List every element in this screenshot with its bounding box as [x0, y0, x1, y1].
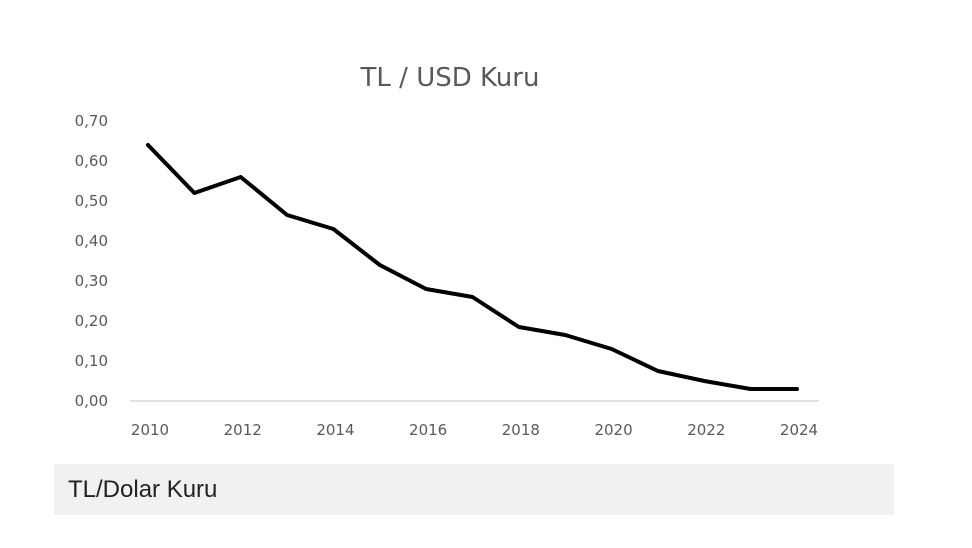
x-tick-label: 2022 [687, 421, 725, 439]
y-tick-label: 0,30 [75, 272, 108, 290]
data-point [657, 370, 659, 372]
y-tick-label: 0,40 [75, 232, 108, 250]
y-tick-label: 0,70 [75, 112, 108, 130]
data-point [564, 334, 566, 336]
data-point [703, 380, 705, 382]
x-tick-label: 2024 [780, 421, 818, 439]
data-point [611, 348, 613, 350]
data-point [379, 264, 381, 266]
data-point [518, 326, 520, 328]
x-tick-label: 2018 [502, 421, 540, 439]
data-point [240, 176, 242, 178]
image-caption-box: TL/Dolar Kuru [54, 464, 894, 515]
series-group [146, 143, 799, 391]
x-tick-label: 2020 [594, 421, 632, 439]
x-tick-label: 2012 [224, 421, 262, 439]
data-point [472, 296, 473, 298]
data-point [286, 214, 288, 216]
x-tick-label: 2016 [409, 421, 447, 439]
y-axis-tick-labels: 0,00 0,10 0,20 0,30 0,40 0,50 0,60 0,70 [75, 112, 108, 410]
y-tick-label: 0,00 [75, 392, 108, 410]
data-point [425, 288, 427, 290]
line-chart: TL / USD Kuru 0,000,100,200,300,400,500,… [75, 63, 819, 439]
series-line [146, 143, 799, 391]
y-tick-label: 0,50 [75, 192, 108, 210]
chart-title: TL / USD Kuru [360, 63, 540, 93]
y-tick-label: 0,10 [75, 352, 108, 370]
data-point [193, 192, 195, 194]
data-point [796, 388, 798, 390]
x-tick-label: 2010 [131, 421, 169, 439]
y-tick-label: 0,20 [75, 312, 108, 330]
data-point [332, 228, 334, 230]
data-point [750, 388, 752, 390]
x-tick-label: 2014 [316, 421, 354, 439]
data-point [147, 144, 149, 146]
y-tick-label: 0,60 [75, 152, 108, 170]
image-caption: TL/Dolar Kuru [68, 475, 218, 503]
x-axis-tick-labels: 2010 2012 2014 2016 2018 2020 2022 2024 [131, 421, 818, 439]
